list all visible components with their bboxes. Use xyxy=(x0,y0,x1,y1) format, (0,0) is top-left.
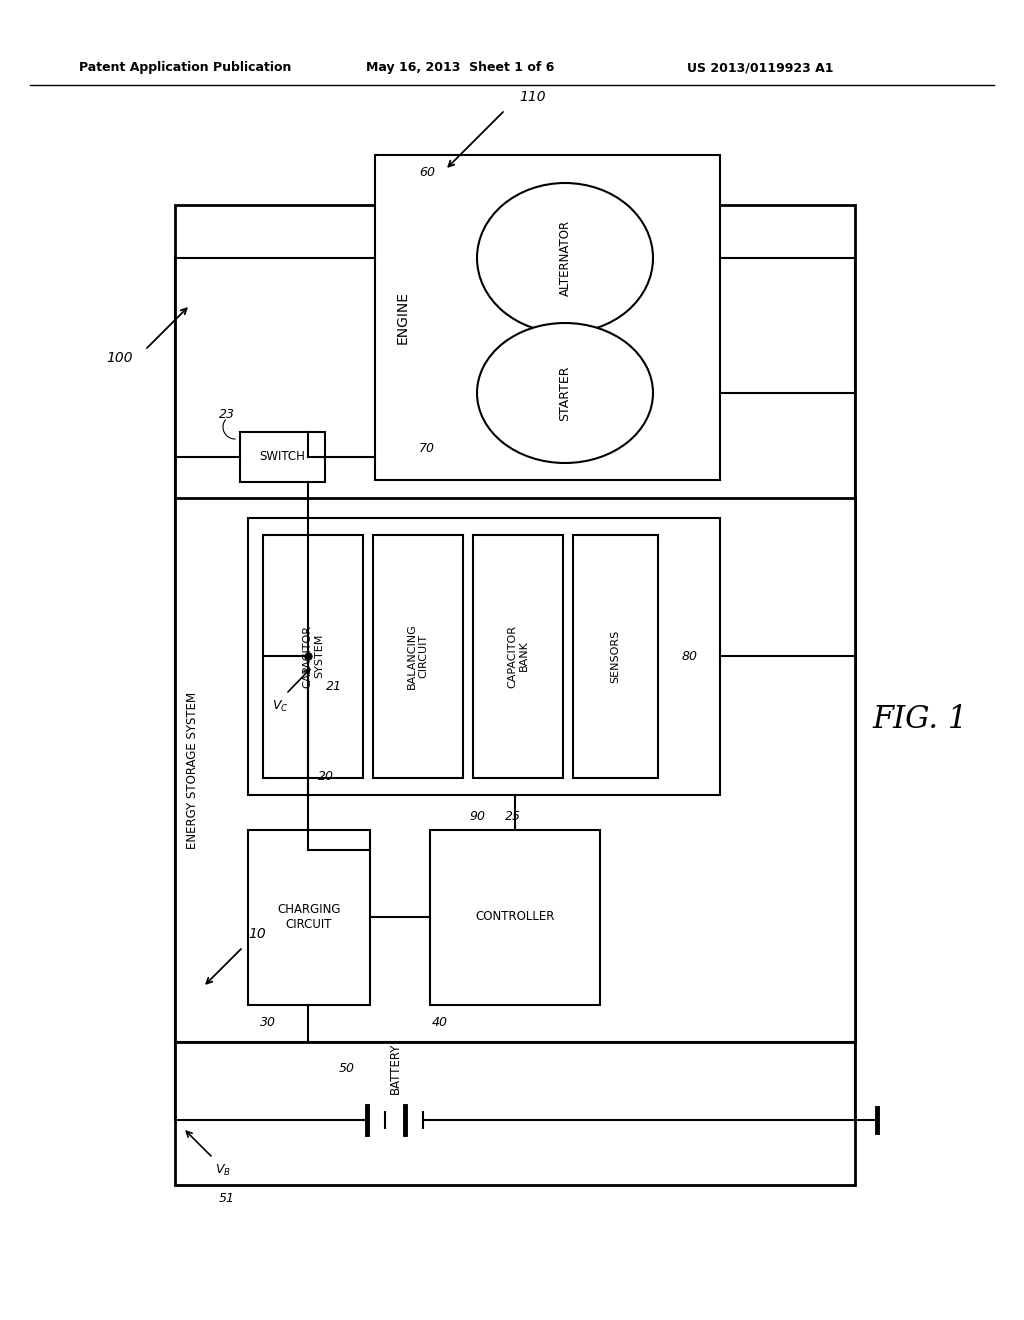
Text: Patent Application Publication: Patent Application Publication xyxy=(79,62,291,74)
Text: 25: 25 xyxy=(505,810,521,824)
Text: SWITCH: SWITCH xyxy=(259,450,305,463)
Text: 40: 40 xyxy=(432,1016,449,1030)
Text: SENSORS: SENSORS xyxy=(610,630,620,682)
Text: 110: 110 xyxy=(520,90,547,104)
Bar xyxy=(373,535,463,777)
Text: US 2013/0119923 A1: US 2013/0119923 A1 xyxy=(687,62,834,74)
Text: 80: 80 xyxy=(682,649,698,663)
Bar xyxy=(375,154,720,480)
Bar xyxy=(263,535,362,777)
Text: 50: 50 xyxy=(339,1061,355,1074)
Text: 23: 23 xyxy=(219,408,234,421)
Bar xyxy=(473,535,563,777)
Text: 20: 20 xyxy=(318,770,334,783)
Ellipse shape xyxy=(477,183,653,333)
Bar xyxy=(175,498,855,1041)
Text: 90: 90 xyxy=(469,810,485,824)
Text: STARTER: STARTER xyxy=(558,366,571,421)
Text: 51: 51 xyxy=(219,1192,234,1204)
Bar xyxy=(175,205,855,1185)
Bar xyxy=(430,830,600,1005)
Bar xyxy=(240,432,325,482)
Text: CAPACITOR
BANK: CAPACITOR BANK xyxy=(507,624,528,688)
Text: $\mathit{V_C}$: $\mathit{V_C}$ xyxy=(271,698,289,714)
Text: $\mathit{V_B}$: $\mathit{V_B}$ xyxy=(215,1163,231,1177)
Text: 30: 30 xyxy=(260,1016,276,1030)
Text: 60: 60 xyxy=(419,166,435,180)
Text: 10: 10 xyxy=(248,927,266,941)
Text: 21: 21 xyxy=(326,680,342,693)
Text: CONTROLLER: CONTROLLER xyxy=(475,911,555,924)
Text: ALTERNATOR: ALTERNATOR xyxy=(558,220,571,296)
Text: 70: 70 xyxy=(419,441,435,454)
Text: May 16, 2013  Sheet 1 of 6: May 16, 2013 Sheet 1 of 6 xyxy=(366,62,554,74)
Text: ENGINE: ENGINE xyxy=(396,290,410,343)
Bar xyxy=(248,517,720,795)
Text: ENERGY STORAGE SYSTEM: ENERGY STORAGE SYSTEM xyxy=(186,692,200,849)
Ellipse shape xyxy=(477,323,653,463)
Bar xyxy=(573,535,658,777)
Bar xyxy=(248,830,370,1005)
Text: CHARGING
CIRCUIT: CHARGING CIRCUIT xyxy=(278,903,341,931)
Text: CAPACITOR
SYSTEM: CAPACITOR SYSTEM xyxy=(302,624,324,688)
Text: 100: 100 xyxy=(106,351,133,366)
Text: FIG. 1: FIG. 1 xyxy=(872,705,968,735)
Text: BATTERY: BATTERY xyxy=(388,1043,401,1094)
Text: BALANCING
CIRCUIT: BALANCING CIRCUIT xyxy=(408,623,429,689)
